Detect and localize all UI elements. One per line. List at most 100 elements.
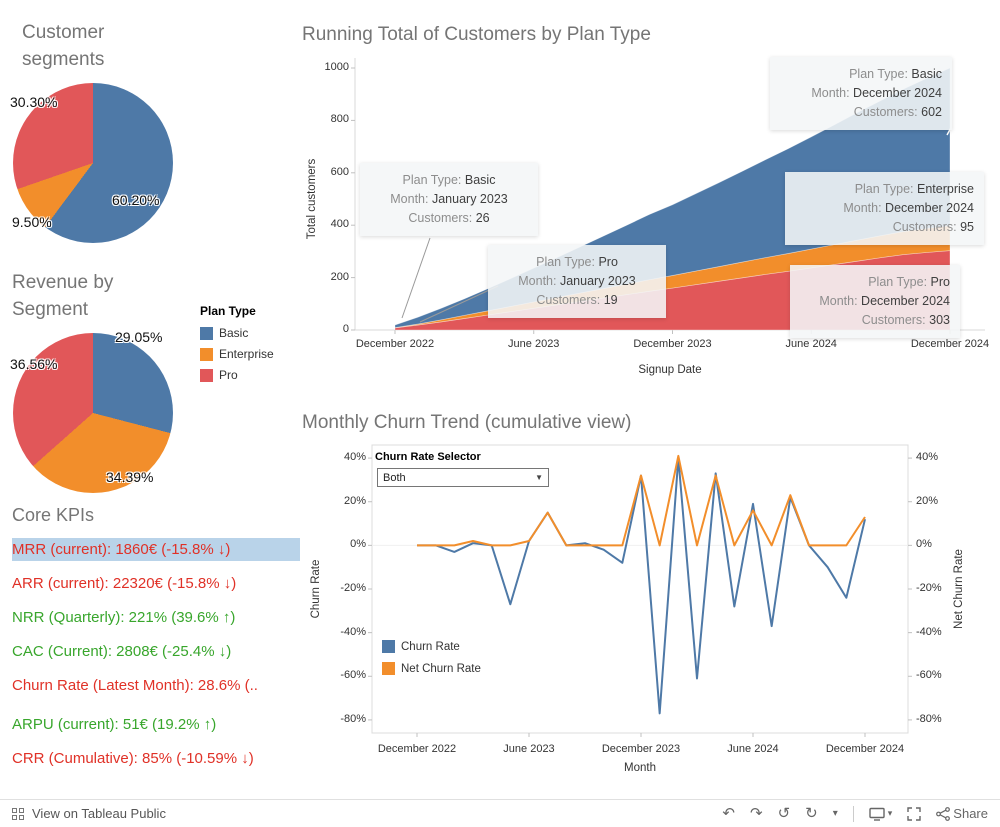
pro-color-swatch	[200, 369, 213, 382]
redo-icon[interactable]: ↷	[750, 806, 763, 821]
annotation-enterprise-dec-2024: Plan Type: Enterprise Month: December 20…	[785, 172, 984, 245]
x-axis-tick-label: December 2023	[618, 338, 728, 350]
churn-trend-chart[interactable]: Churn Rate Net Churn Rate Month Churn Ra…	[302, 437, 1000, 782]
legend-label: Enterprise	[219, 347, 274, 361]
pie-label-pro: 30.30%	[10, 94, 57, 110]
right-axis-tick-label: -60%	[916, 669, 960, 681]
x-axis-tick-label: June 2024	[698, 743, 808, 755]
legend-label: Basic	[219, 326, 248, 340]
annotation-basic-dec-2024: Plan Type: Basic Month: December 2024 Cu…	[770, 57, 952, 130]
annotation-label: Plan Type:	[868, 275, 927, 289]
basic-color-swatch	[200, 327, 213, 340]
customer-segments-title: Customer segments	[22, 20, 142, 74]
left-axis-tick-label: 0%	[322, 538, 366, 550]
annotation-value: December 2024	[853, 86, 942, 100]
refresh-icon[interactable]: ↻	[805, 806, 818, 821]
toolbar-actions: ↶ ↷ ↺ ↻ ▾ ▾ Share	[722, 806, 988, 822]
x-axis-tick-label: December 2022	[340, 338, 450, 350]
churn-legend-item-churn-rate[interactable]: Churn Rate	[382, 640, 460, 653]
x-axis-tick-label: June 2023	[479, 338, 589, 350]
kpi-churn-rate[interactable]: Churn Rate (Latest Month): 28.6% (..	[12, 674, 300, 697]
core-kpis-title: Core KPIs	[12, 505, 94, 526]
share-button[interactable]: Share	[936, 807, 988, 821]
churn-rate-selector-dropdown[interactable]: Both ▼	[377, 468, 549, 487]
kpi-cac[interactable]: CAC (Current): 2808€ (-25.4% ↓)	[12, 640, 300, 663]
kpi-arr[interactable]: ARR (current): 22320€ (-15.8% ↓)	[12, 572, 300, 595]
fullscreen-icon[interactable]	[907, 807, 921, 821]
churn-legend-label: Churn Rate	[401, 641, 460, 653]
toolbar-left-label: View on Tableau Public	[32, 806, 166, 821]
legend-item-enterprise[interactable]: Enterprise	[200, 347, 274, 361]
view-on-tableau-public-link[interactable]: View on Tableau Public	[12, 806, 166, 821]
annotation-pro-dec-2024: Plan Type: Pro Month: December 2024 Cust…	[790, 265, 960, 338]
kpi-list: MRR (current): 1860€ (-15.8% ↓) ARR (cur…	[12, 538, 300, 781]
kpi-mrr[interactable]: MRR (current): 1860€ (-15.8% ↓)	[12, 538, 300, 561]
net-churn-rate-swatch	[382, 662, 395, 675]
annotation-label: Month:	[843, 201, 881, 215]
annotation-label: Customers:	[536, 293, 600, 307]
annotation-label: Plan Type:	[536, 255, 595, 269]
chevron-down-icon[interactable]: ▾	[833, 809, 838, 819]
left-axis-tick-label: -20%	[322, 582, 366, 594]
y-axis-tick-label: 800	[305, 113, 349, 125]
pie-label-basic: 60.20%	[112, 192, 159, 208]
display-icon[interactable]: ▾	[869, 807, 893, 821]
pie-label-pro: 36.56%	[10, 356, 57, 372]
x-axis-tick-label: December 2022	[362, 743, 472, 755]
tableau-dashboard: Customer segments 60.20% 9.50% 30.30% Re…	[0, 0, 1000, 827]
area-x-axis-label: Signup Date	[355, 364, 985, 376]
annotation-value: 26	[476, 211, 490, 225]
annotation-value: December 2024	[861, 294, 950, 308]
annotation-value: 95	[960, 220, 974, 234]
y-axis-tick-label: 0	[305, 323, 349, 335]
running-total-title: Running Total of Customers by Plan Type	[302, 22, 651, 49]
selected-option: Both	[383, 472, 406, 484]
pie-label-enterprise: 9.50%	[12, 214, 52, 230]
churn-rate-selector-label: Churn Rate Selector	[375, 451, 481, 463]
pie-label-basic: 29.05%	[115, 329, 162, 345]
running-total-chart[interactable]: Total customers Signup Date Plan Type: B…	[302, 50, 1000, 395]
churn-legend-item-net-churn-rate[interactable]: Net Churn Rate	[382, 662, 481, 675]
annotation-label: Customers:	[854, 105, 918, 119]
churn-left-axis-label: Churn Rate	[310, 560, 322, 619]
annotation-value: 303	[929, 313, 950, 327]
reset-icon[interactable]: ↺	[778, 806, 791, 821]
churn-rate-swatch	[382, 640, 395, 653]
annotation-label: Month:	[390, 192, 428, 206]
pie-label-enterprise: 34.39%	[106, 469, 153, 485]
left-axis-tick-label: 40%	[322, 451, 366, 463]
chevron-down-icon: ▼	[535, 473, 543, 482]
annotation-label: Customers:	[408, 211, 472, 225]
annotation-value: Basic	[465, 173, 496, 187]
annotation-label: Month:	[518, 274, 556, 288]
annotation-label: Customers:	[893, 220, 957, 234]
y-axis-tick-label: 600	[305, 166, 349, 178]
share-icon	[936, 807, 950, 821]
kpi-arpu[interactable]: ARPU (current): 51€ (19.2% ↑)	[12, 713, 300, 736]
right-axis-tick-label: 40%	[916, 451, 960, 463]
plan-type-legend: Plan Type Basic Enterprise Pro	[200, 304, 274, 389]
annotation-basic-jan-2023: Plan Type: Basic Month: January 2023 Cus…	[360, 163, 538, 236]
left-axis-tick-label: -60%	[322, 669, 366, 681]
annotation-label: Month:	[811, 86, 849, 100]
annotation-value: December 2024	[885, 201, 974, 215]
legend-item-pro[interactable]: Pro	[200, 368, 274, 382]
churn-chart-svg	[302, 437, 1000, 782]
kpi-nrr[interactable]: NRR (Quarterly): 221% (39.6% ↑)	[12, 606, 300, 629]
churn-x-axis-label: Month	[372, 762, 908, 774]
legend-label: Pro	[219, 368, 238, 382]
right-axis-tick-label: -40%	[916, 626, 960, 638]
annotation-value: Pro	[598, 255, 617, 269]
y-axis-tick-label: 200	[305, 271, 349, 283]
annotation-value: Pro	[931, 275, 950, 289]
annotation-label: Plan Type:	[855, 182, 914, 196]
kpi-crr[interactable]: CRR (Cumulative): 85% (-10.59% ↓)	[12, 747, 300, 770]
legend-item-basic[interactable]: Basic	[200, 326, 274, 340]
undo-icon[interactable]: ↶	[722, 806, 735, 821]
annotation-label: Plan Type:	[849, 67, 908, 81]
enterprise-color-swatch	[200, 348, 213, 361]
share-label: Share	[953, 807, 988, 820]
tableau-grid-icon	[12, 808, 24, 820]
right-axis-tick-label: 0%	[916, 538, 960, 550]
annotation-value: Basic	[911, 67, 942, 81]
